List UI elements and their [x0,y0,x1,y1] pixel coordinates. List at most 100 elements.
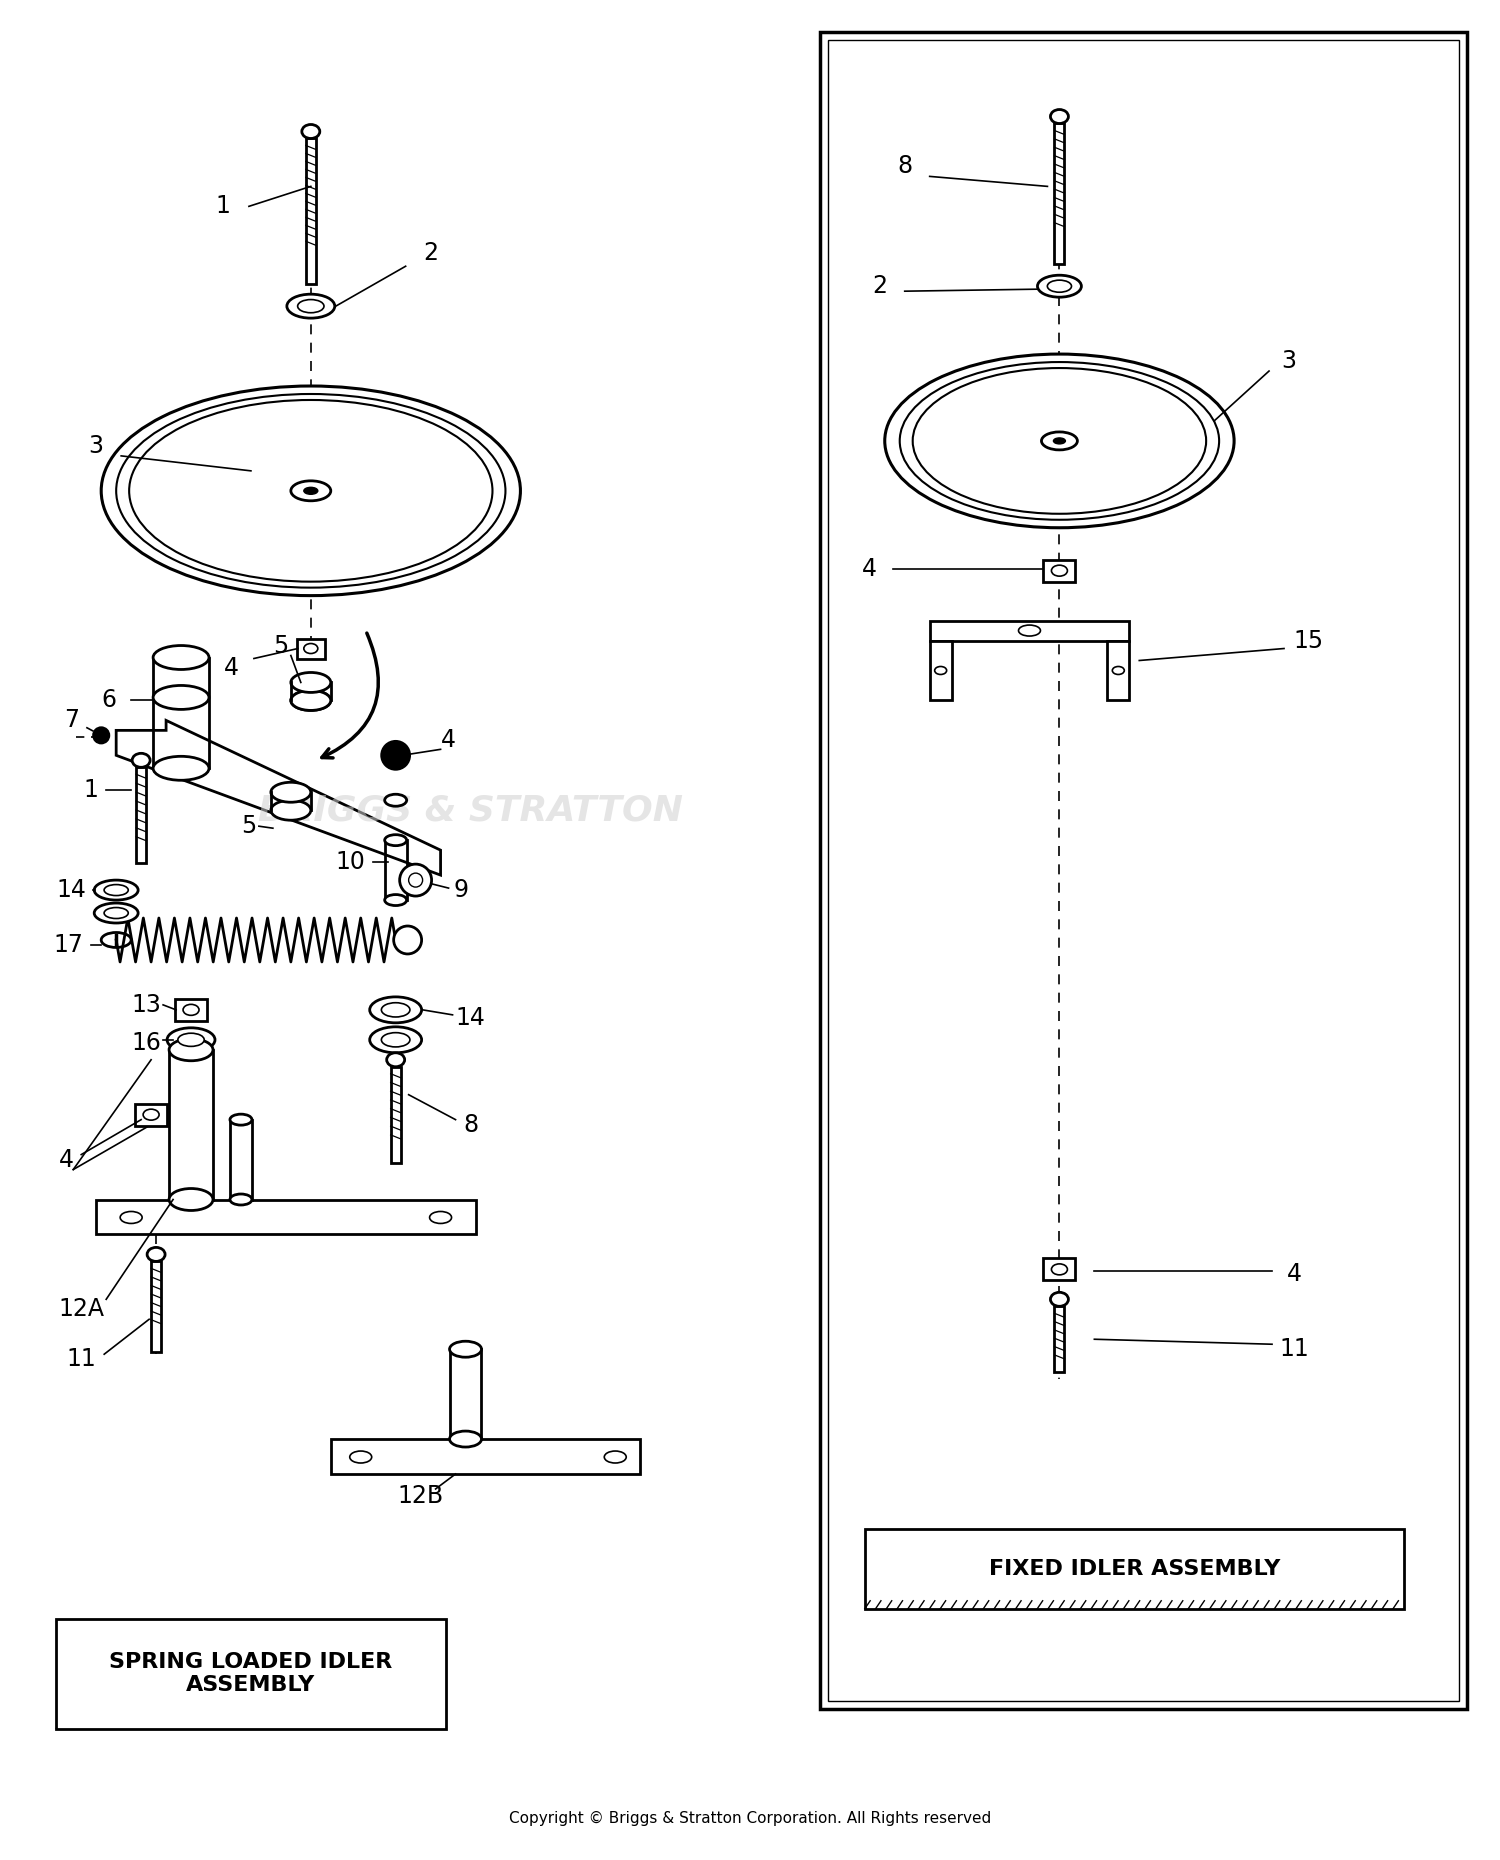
Ellipse shape [291,690,332,711]
Ellipse shape [1053,437,1065,445]
Ellipse shape [230,1194,252,1205]
Ellipse shape [1050,110,1068,123]
Text: 3: 3 [88,433,104,458]
Text: 4: 4 [58,1148,74,1172]
Ellipse shape [381,1003,410,1017]
Ellipse shape [304,487,318,495]
Ellipse shape [170,1189,213,1211]
Ellipse shape [1052,565,1068,577]
Ellipse shape [384,794,406,805]
Ellipse shape [900,363,1220,519]
Bar [821,32,1467,1709]
Bar [332,1440,640,1473]
Polygon shape [135,1103,166,1125]
Ellipse shape [94,904,138,923]
Text: 5: 5 [273,634,288,658]
Text: 2: 2 [423,242,438,266]
Ellipse shape [302,125,320,138]
Ellipse shape [381,1032,410,1047]
Ellipse shape [934,666,946,675]
Text: 16: 16 [130,1030,160,1055]
Bar [390,1068,400,1162]
Ellipse shape [1052,1265,1068,1274]
Polygon shape [297,638,326,658]
Text: 4: 4 [441,729,456,751]
Ellipse shape [450,1430,482,1447]
Text: 4: 4 [224,657,238,681]
Circle shape [393,926,422,954]
Text: FIXED IDLER ASSEMBLY: FIXED IDLER ASSEMBLY [988,1559,1280,1579]
Text: 4: 4 [1287,1263,1302,1287]
Text: 8: 8 [897,154,912,179]
Text: 12B: 12B [398,1484,444,1508]
Circle shape [408,872,423,887]
Text: 1: 1 [84,777,99,802]
Text: 7: 7 [64,709,80,733]
Ellipse shape [429,1211,451,1224]
Ellipse shape [1050,1293,1068,1306]
Ellipse shape [153,645,209,670]
Bar [1107,640,1130,701]
Polygon shape [1044,560,1076,582]
Bar [57,1618,446,1728]
Ellipse shape [104,885,129,895]
Text: 1: 1 [216,193,231,218]
Polygon shape [1044,1259,1076,1280]
Ellipse shape [129,400,492,582]
Ellipse shape [1038,275,1082,298]
Ellipse shape [384,895,406,906]
Ellipse shape [132,753,150,768]
Ellipse shape [100,387,520,595]
Ellipse shape [272,783,310,802]
Text: 17: 17 [54,934,82,958]
Text: 12A: 12A [58,1296,104,1321]
Bar [1054,123,1065,264]
Text: 14: 14 [456,1006,486,1030]
Ellipse shape [304,644,318,653]
Ellipse shape [142,1109,159,1120]
Ellipse shape [153,757,209,781]
Ellipse shape [116,394,506,588]
Bar [96,1200,476,1235]
Ellipse shape [450,1341,482,1358]
Text: 11: 11 [66,1347,96,1371]
Ellipse shape [230,1114,252,1125]
Ellipse shape [153,686,209,709]
Text: Copyright © Briggs & Stratton Corporation. All Rights reserved: Copyright © Briggs & Stratton Corporatio… [509,1812,992,1827]
Bar [136,768,146,863]
Bar [1054,1306,1065,1373]
Text: 11: 11 [1280,1337,1310,1362]
Circle shape [381,742,410,770]
Ellipse shape [604,1451,625,1464]
Ellipse shape [1113,666,1125,675]
Ellipse shape [369,1027,422,1053]
Text: 6: 6 [102,688,117,712]
Ellipse shape [166,1029,214,1051]
Ellipse shape [100,932,130,947]
Ellipse shape [183,1004,200,1016]
Bar [865,1529,1404,1609]
Text: 4: 4 [862,556,877,580]
Text: 9: 9 [453,878,468,902]
Bar [152,1261,160,1352]
Ellipse shape [291,482,332,500]
Ellipse shape [94,880,138,900]
Ellipse shape [286,294,334,318]
Ellipse shape [384,835,406,846]
Ellipse shape [170,1038,213,1060]
Text: 3: 3 [1281,350,1296,374]
Ellipse shape [291,690,332,711]
Circle shape [399,865,432,897]
Text: 5: 5 [242,815,256,839]
Circle shape [93,727,110,744]
Ellipse shape [387,1053,405,1068]
Ellipse shape [1041,432,1077,450]
Text: 15: 15 [1294,629,1324,653]
Ellipse shape [885,353,1234,528]
Ellipse shape [104,908,129,919]
Polygon shape [116,720,441,874]
Text: 13: 13 [130,993,160,1017]
Bar [306,138,316,285]
Ellipse shape [1019,625,1041,636]
Ellipse shape [272,800,310,820]
